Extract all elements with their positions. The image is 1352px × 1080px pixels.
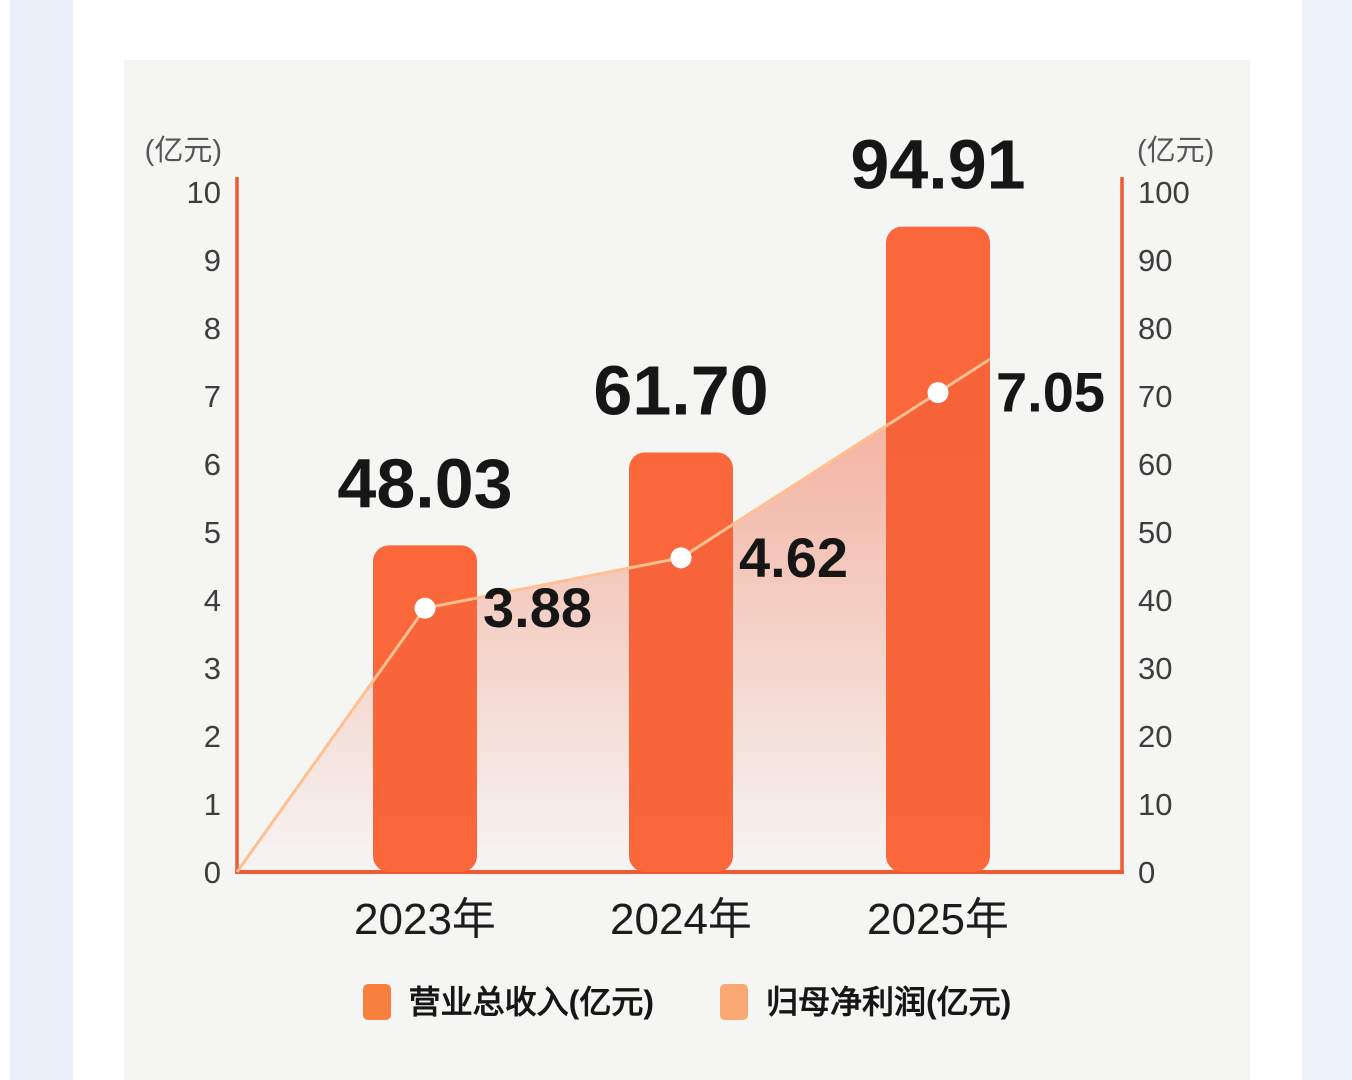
left-axis-tick: 3 — [204, 651, 221, 686]
right-axis-tick: 80 — [1138, 311, 1172, 346]
right-axis-tick: 70 — [1138, 379, 1172, 414]
revenue-value-label: 48.03 — [337, 444, 512, 522]
right-axis-tick: 30 — [1138, 651, 1172, 686]
revenue-value-label: 94.91 — [850, 126, 1025, 204]
left-axis-tick: 1 — [204, 787, 221, 822]
x-axis-label: 2024年 — [610, 895, 752, 944]
left-axis-tick: 9 — [204, 243, 221, 278]
left-axis-tick: 0 — [204, 855, 221, 890]
right-axis-tick: 100 — [1138, 175, 1190, 210]
left-axis-tick: 10 — [187, 175, 221, 210]
legend-swatch-net-profit — [720, 984, 748, 1020]
net-profit-point-2023 — [414, 597, 436, 619]
net-profit-value-label: 7.05 — [996, 361, 1105, 424]
legend-label-net-profit: 归母净利润(亿元) — [766, 984, 1012, 1020]
right-axis-unit-label: (亿元) — [1137, 134, 1214, 167]
x-axis-label: 2025年 — [867, 895, 1009, 944]
left-page-margin — [10, 0, 73, 1080]
right-axis-tick: 60 — [1138, 447, 1172, 482]
net-profit-value-label: 4.62 — [739, 526, 848, 589]
revenue-value-label: 61.70 — [593, 351, 768, 429]
left-axis-tick: 5 — [204, 515, 221, 550]
right-page-margin — [1302, 0, 1352, 1080]
net-profit-point-2025 — [927, 382, 949, 404]
left-axis-tick: 8 — [204, 311, 221, 346]
legend-item-net-profit: 归母净利润(亿元) — [720, 984, 1011, 1020]
x-axis-label: 2023年 — [354, 895, 496, 944]
legend-item-revenue: 营业总收入(亿元) — [362, 984, 654, 1020]
right-axis-tick: 40 — [1138, 583, 1172, 618]
right-axis-tick: 20 — [1138, 719, 1172, 754]
right-axis-tick: 0 — [1138, 855, 1155, 890]
left-axis-tick: 4 — [204, 583, 221, 618]
right-axis-tick: 50 — [1138, 515, 1172, 550]
net-profit-point-2024 — [670, 547, 692, 569]
chart-legend: 营业总收入(亿元) 归母净利润(亿元) — [124, 984, 1250, 1020]
right-axis-tick: 90 — [1138, 243, 1172, 278]
legend-label-revenue: 营业总收入(亿元) — [408, 984, 654, 1020]
net-profit-value-label: 3.88 — [483, 576, 592, 639]
right-axis-tick: 10 — [1138, 787, 1172, 822]
left-axis-tick: 7 — [204, 379, 221, 414]
left-axis-unit-label: (亿元) — [145, 134, 222, 167]
net-profit-area — [237, 359, 990, 872]
legend-swatch-revenue — [362, 984, 391, 1020]
left-axis-tick: 6 — [204, 447, 221, 482]
left-axis-tick: 2 — [204, 719, 221, 754]
